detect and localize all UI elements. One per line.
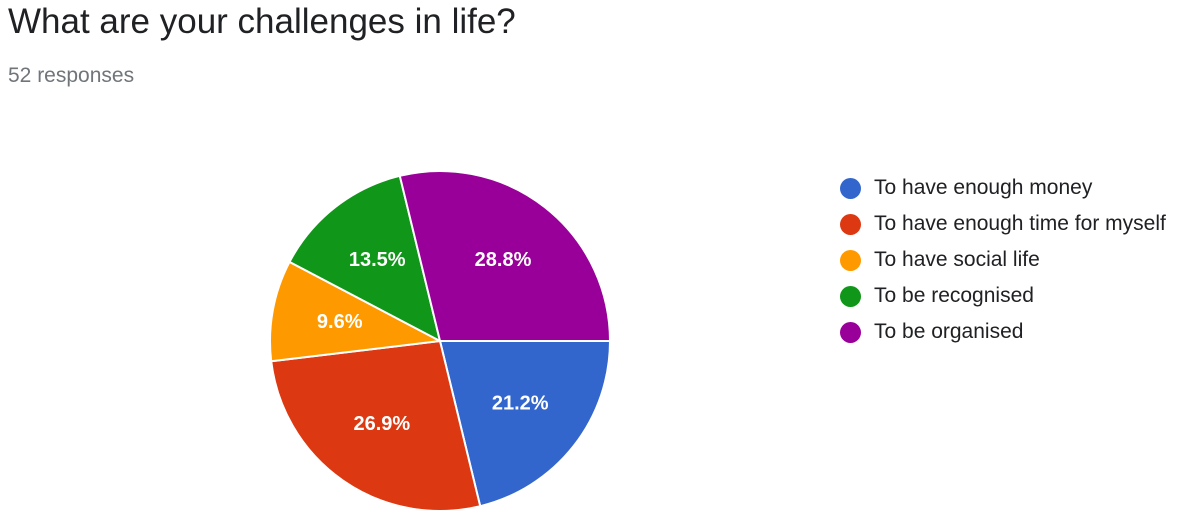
response-count: 52 responses: [8, 64, 135, 87]
slice-label: 28.8%: [475, 249, 532, 271]
legend-label: To have enough money: [874, 176, 1093, 199]
slice-label: 26.9%: [354, 413, 411, 435]
legend-item[interactable]: To be recognised: [840, 278, 1166, 314]
legend-swatch: [840, 177, 861, 199]
pie-labels: 21.2% 26.9% 9.6% 13.5% 28.8%: [317, 249, 549, 435]
pie-slice[interactable]: [269, 260, 444, 363]
question-title: What are your challenges in life?: [8, 2, 516, 41]
slice-label: 9.6%: [317, 311, 363, 333]
legend-swatch: [840, 285, 861, 307]
pie-slice[interactable]: [438, 340, 612, 508]
legend-swatch: [840, 249, 861, 271]
slice-label: 13.5%: [349, 249, 406, 271]
legend-label: To be organised: [874, 320, 1024, 343]
legend-label: To be recognised: [874, 284, 1034, 307]
legend-item[interactable]: To have social life: [840, 242, 1166, 278]
pie-slice[interactable]: [270, 339, 482, 512]
legend-swatch: [840, 213, 861, 235]
legend-swatch: [840, 321, 861, 343]
legend-label: To have social life: [874, 248, 1040, 271]
legend-item[interactable]: To be organised: [840, 314, 1166, 350]
pie-slice[interactable]: [398, 170, 612, 342]
pie-slice[interactable]: [288, 174, 442, 343]
chart-legend: To have enough money To have enough time…: [840, 170, 1166, 350]
legend-item[interactable]: To have enough time for myself: [840, 206, 1166, 242]
pie-slices: [269, 170, 612, 512]
legend-label: To have enough time for myself: [874, 212, 1166, 235]
slice-label: 21.2%: [492, 392, 549, 414]
legend-item[interactable]: To have enough money: [840, 170, 1166, 206]
